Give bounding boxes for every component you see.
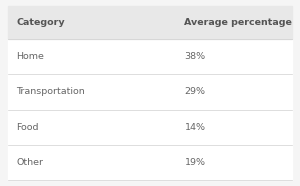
Text: Transportation: Transportation — [16, 87, 85, 96]
Text: Food: Food — [16, 123, 39, 132]
Text: Home: Home — [16, 52, 44, 61]
Text: Category: Category — [16, 18, 65, 27]
Text: Other: Other — [16, 158, 44, 167]
Bar — [8, 39, 292, 180]
Text: 14%: 14% — [184, 123, 206, 132]
Text: Average percentage: Average percentage — [184, 18, 292, 27]
Bar — [8, 6, 292, 39]
Text: 19%: 19% — [184, 158, 206, 167]
Text: 29%: 29% — [184, 87, 206, 96]
Text: 38%: 38% — [184, 52, 206, 61]
